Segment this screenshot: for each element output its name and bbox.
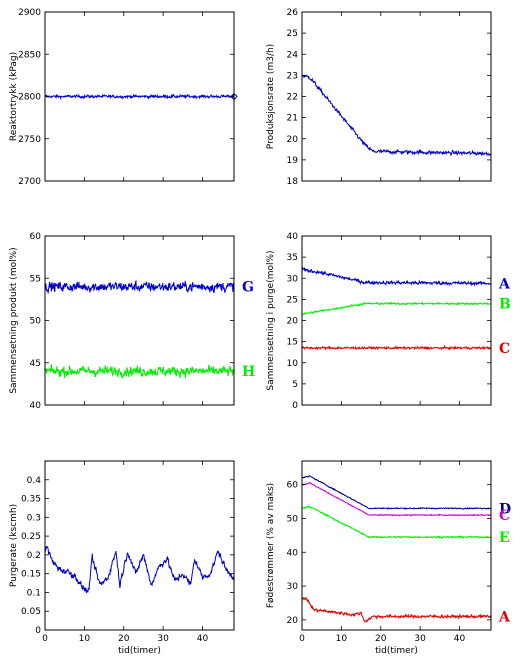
series-label-C: C: [499, 508, 510, 524]
y-tick-label: 22: [287, 93, 298, 103]
series-line-G: [44, 279, 235, 294]
series-label-E: E: [499, 530, 510, 546]
series-line-1: [301, 74, 492, 157]
x-tick-label: 0: [42, 634, 48, 644]
y-tick-label: 2750: [18, 135, 41, 145]
series-line-A: [301, 266, 492, 287]
y-tick-label: 5: [292, 380, 298, 390]
series-label-G: G: [242, 280, 254, 296]
x-tick-label: 0: [299, 634, 305, 644]
chart-panel-4: AB C 0 5 10 15 20 25 30 35 40 Sammensetning i purge…: [266, 232, 511, 411]
y-tick-label: 18: [287, 177, 299, 187]
x-tick-label: 20: [375, 634, 387, 644]
y-tick-label: 24: [287, 50, 299, 60]
x-tick-label: 10: [79, 634, 91, 644]
y-axis-label: Sammensetning produkt (mol%): [9, 247, 19, 393]
series-label-H: H: [242, 364, 255, 380]
x-tick-label: 30: [414, 634, 426, 644]
y-axis-label: Purgerate (kscmh): [9, 504, 19, 587]
y-tick-label: 0.3: [27, 513, 41, 523]
y-tick-label: 2700: [18, 177, 41, 187]
y-tick-label: 30: [287, 274, 299, 284]
chart-panel-1: 2700 2750 2800 2850 2900 Reaktortrykk (kPag): [9, 8, 238, 187]
y-tick-label: 0.25: [21, 532, 41, 542]
series-label-D: D: [499, 501, 511, 517]
y-tick-label: 40: [287, 232, 299, 242]
y-tick-label: 35: [287, 253, 298, 263]
series-line-C: [301, 481, 491, 517]
series-label-B: B: [499, 297, 511, 313]
y-tick-label: 45: [30, 359, 41, 369]
y-axis-label: Reaktortrykk (kPag): [9, 52, 19, 141]
y-axis-label: Produksjonsrate (m3/h): [266, 44, 276, 149]
y-tick-label: 40: [287, 548, 299, 558]
chart-panel-3: G H 40 45 50 55 60 Sammensetning produkt (mol%): [9, 232, 255, 411]
axes-frame: [301, 235, 492, 406]
series-label-C: C: [499, 341, 510, 357]
y-axis-label: Sammensetning i purge(mol%): [266, 250, 276, 390]
y-tick-label: 10: [287, 359, 299, 369]
axes-frame: [301, 11, 492, 182]
y-tick-label: 0: [35, 626, 41, 636]
x-axis-label: tid(timer): [118, 646, 161, 656]
y-tick-label: 25: [287, 29, 298, 39]
y-tick-label: 55: [30, 274, 41, 284]
chart-panel-2: 18 19 20 21 22 23 24 25 26 Produksjonsrate (m3/h): [266, 8, 492, 187]
axes-frame: [44, 460, 235, 631]
y-tick-label: 2900: [18, 8, 41, 18]
y-tick-label: 20: [287, 317, 299, 327]
y-tick-label: 50: [30, 317, 42, 327]
y-tick-label: 40: [30, 401, 42, 411]
y-tick-label: 30: [287, 582, 299, 592]
series-line-E: [301, 505, 492, 540]
y-tick-label: 0.35: [21, 495, 41, 505]
y-tick-label: 2800: [18, 93, 41, 103]
y-tick-label: 60: [30, 232, 42, 242]
y-tick-label: 2850: [18, 50, 41, 60]
y-tick-label: 23: [287, 71, 298, 81]
axes-frame: [301, 460, 492, 631]
x-tick-label: 30: [157, 634, 169, 644]
y-tick-label: 20: [287, 135, 299, 145]
y-tick-label: 15: [287, 338, 298, 348]
y-axis-label: Fødestrømmer (% av maks): [266, 483, 276, 608]
y-tick-label: 60: [287, 481, 299, 491]
x-tick-label: 40: [454, 634, 466, 644]
series-line-A: [301, 596, 492, 623]
y-tick-label: 0.2: [27, 551, 41, 561]
series-line-1: [44, 545, 235, 594]
y-tick-label: 26: [287, 8, 299, 18]
x-tick-label: 10: [336, 634, 348, 644]
series-line-B: [301, 301, 492, 315]
series-line-D: [301, 475, 492, 510]
y-tick-label: 25: [287, 295, 298, 305]
y-tick-label: 0.1: [27, 588, 41, 598]
series-line-H: [44, 364, 235, 380]
y-tick-label: 0.4: [27, 476, 42, 486]
y-tick-label: 20: [287, 616, 299, 626]
y-tick-label: 0.15: [21, 570, 41, 580]
chart-panel-5: 0 0.05 0.1 0.15 0.2 0.25 0.3 0.35 0.4 0 10 20 30 40 Pu…: [9, 460, 235, 656]
y-tick-label: 0.05: [21, 607, 41, 617]
series-line-C: [301, 344, 492, 351]
series-label-A: A: [498, 609, 511, 625]
y-tick-label: 21: [287, 114, 298, 124]
y-tick-label: 0: [292, 401, 298, 411]
x-axis-label: tid(timer): [375, 646, 418, 656]
y-tick-label: 50: [287, 514, 299, 524]
x-tick-label: 20: [118, 634, 130, 644]
series-line-1: [44, 93, 235, 101]
chart-panel-6: DCE A 20 30 40 50 60 0 10 20 30 40 Fødestrømmer (% a…: [266, 460, 511, 656]
end-marker: [230, 92, 238, 101]
y-tick-label: 19: [287, 156, 299, 166]
axes-frame: [44, 235, 235, 406]
x-tick-label: 40: [197, 634, 209, 644]
series-label-A: A: [498, 276, 511, 292]
